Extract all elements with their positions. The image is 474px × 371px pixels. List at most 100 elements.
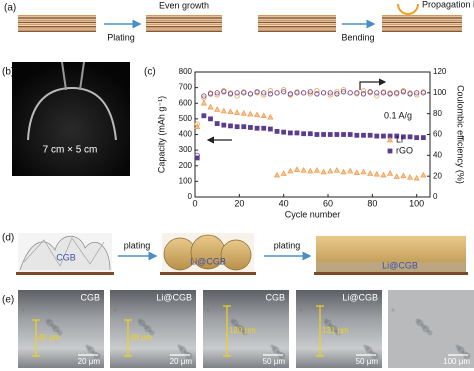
y-tick-label: 0 bbox=[188, 192, 193, 201]
point bbox=[420, 135, 426, 141]
texture bbox=[461, 350, 465, 354]
texture bbox=[270, 344, 274, 348]
texture bbox=[324, 319, 332, 327]
point bbox=[194, 152, 200, 158]
texture bbox=[426, 329, 430, 333]
shape bbox=[18, 15, 462, 32]
texture bbox=[143, 324, 149, 330]
texture bbox=[363, 344, 367, 348]
texture bbox=[455, 344, 459, 348]
texture bbox=[272, 346, 280, 354]
li-cgb-slab: Li@CGB bbox=[314, 236, 468, 275]
legend-label: rGO bbox=[396, 145, 413, 155]
point bbox=[320, 168, 327, 175]
panel-c: (c)0 20 40 60 80 1000100200300400500600700800… bbox=[144, 67, 466, 220]
point bbox=[234, 93, 240, 99]
texture bbox=[86, 345, 92, 351]
point bbox=[254, 111, 261, 118]
y-tick-label: 200 bbox=[179, 161, 193, 170]
texture bbox=[334, 329, 338, 333]
point bbox=[221, 122, 227, 128]
point bbox=[254, 125, 260, 131]
texture bbox=[206, 308, 210, 312]
texture bbox=[149, 330, 155, 336]
texture bbox=[422, 325, 430, 333]
point bbox=[214, 90, 220, 96]
panel-label: (d) bbox=[2, 233, 14, 244]
point bbox=[374, 133, 380, 139]
texture bbox=[278, 352, 286, 360]
point bbox=[313, 167, 321, 173]
point bbox=[247, 91, 254, 97]
y2-tick-label: 120 bbox=[433, 67, 447, 76]
texture bbox=[457, 346, 465, 354]
layer bbox=[382, 15, 462, 17]
layer bbox=[18, 30, 96, 32]
layer bbox=[146, 21, 222, 24]
point bbox=[353, 169, 360, 175]
point bbox=[307, 91, 313, 97]
y2-tick-label: 40 bbox=[433, 150, 442, 159]
point bbox=[407, 91, 413, 97]
legend-marker bbox=[386, 136, 394, 143]
point bbox=[414, 90, 420, 96]
texture bbox=[56, 329, 60, 333]
point bbox=[334, 89, 340, 95]
layer bbox=[258, 28, 336, 30]
layer bbox=[258, 19, 336, 21]
point bbox=[228, 123, 233, 129]
point bbox=[301, 90, 307, 96]
point bbox=[333, 167, 340, 173]
panel-d: (d) CGB plating Li@CGB plating Li@CGB bbox=[2, 233, 468, 275]
texture bbox=[391, 308, 395, 312]
layer bbox=[146, 23, 222, 26]
point bbox=[267, 113, 274, 120]
point bbox=[387, 91, 393, 97]
label: plating bbox=[124, 240, 151, 250]
y-tick-label: 400 bbox=[179, 130, 193, 139]
point bbox=[327, 132, 333, 137]
y-tick-label: 300 bbox=[179, 145, 193, 154]
point bbox=[400, 89, 406, 95]
point bbox=[407, 134, 413, 140]
point bbox=[294, 90, 300, 96]
point bbox=[374, 93, 380, 99]
texture bbox=[178, 345, 184, 351]
texture bbox=[46, 319, 54, 327]
point bbox=[400, 134, 406, 140]
point bbox=[320, 90, 327, 96]
point bbox=[274, 90, 280, 96]
layer bbox=[18, 26, 96, 28]
point bbox=[287, 91, 293, 97]
point bbox=[221, 89, 227, 95]
layer bbox=[382, 21, 462, 24]
point bbox=[381, 133, 386, 139]
point bbox=[274, 128, 280, 134]
layer bbox=[258, 17, 336, 19]
shape bbox=[316, 262, 466, 272]
cgb-image: CGB bbox=[16, 233, 114, 275]
point bbox=[201, 113, 207, 119]
point bbox=[321, 132, 326, 137]
legend-item: rGO bbox=[387, 145, 413, 155]
texture bbox=[415, 318, 421, 324]
layer bbox=[146, 28, 222, 30]
texture bbox=[183, 350, 187, 354]
image-label: Li@CGB bbox=[156, 292, 192, 302]
y2-tick-label: 80 bbox=[433, 109, 442, 118]
point bbox=[287, 167, 294, 174]
sem-image: Li@CGB 131 μm 50 μm bbox=[296, 290, 382, 368]
texture bbox=[328, 323, 332, 327]
thickness-label: 48 μm bbox=[130, 333, 153, 342]
texture bbox=[85, 344, 89, 348]
layer bbox=[18, 15, 96, 17]
point bbox=[201, 95, 207, 101]
point bbox=[234, 124, 240, 130]
texture bbox=[236, 324, 242, 330]
point bbox=[261, 125, 267, 131]
layer bbox=[18, 23, 96, 26]
y-tick-label: 500 bbox=[179, 114, 193, 123]
scale-label: 50 μm bbox=[356, 357, 379, 366]
point bbox=[347, 167, 354, 174]
